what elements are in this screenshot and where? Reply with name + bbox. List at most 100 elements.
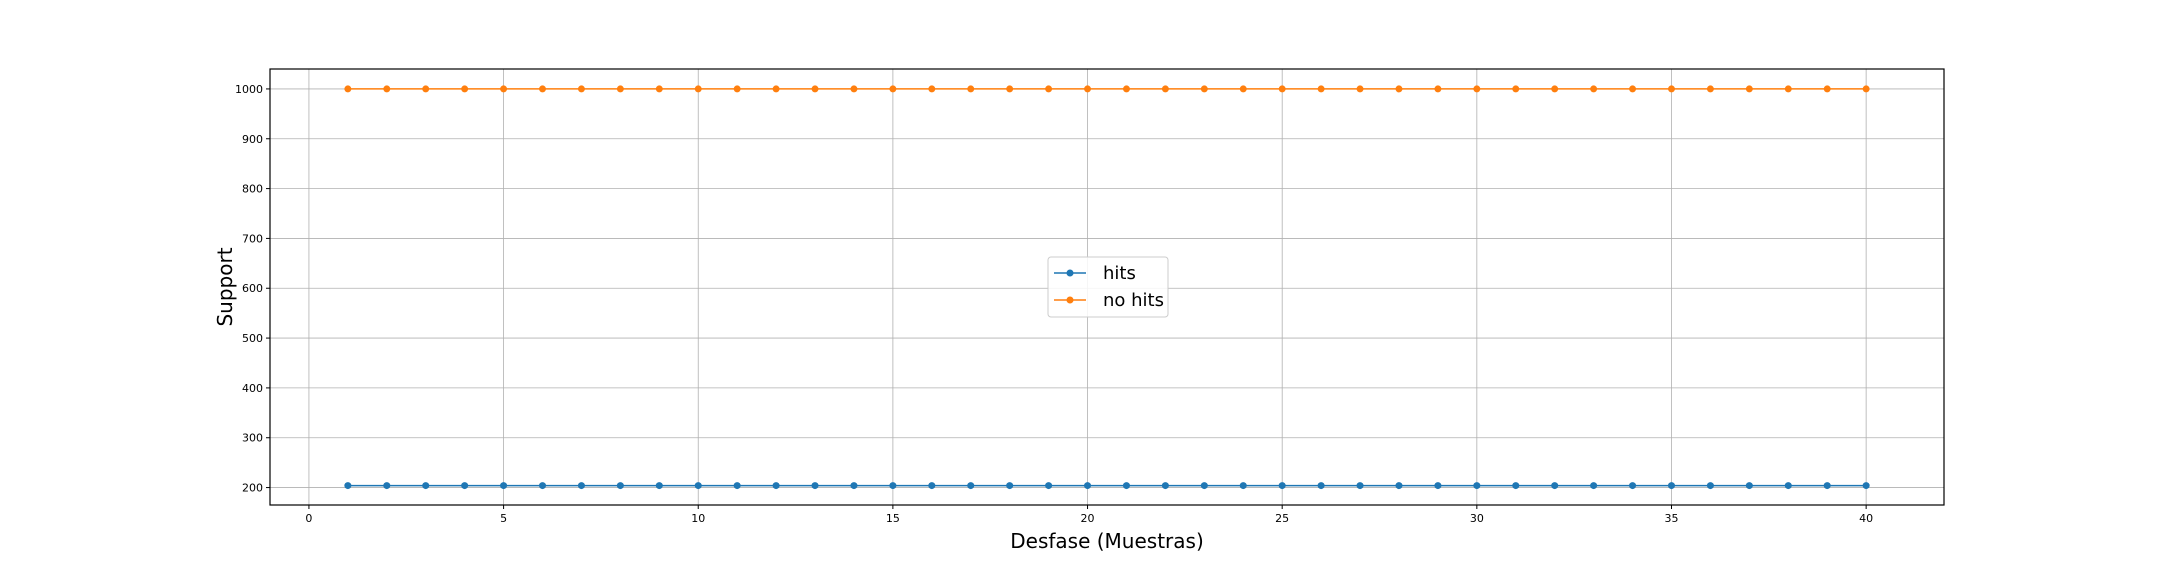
data-point	[967, 482, 975, 490]
data-point	[1084, 482, 1092, 490]
data-point	[422, 85, 430, 93]
x-tick-label: 10	[691, 512, 705, 525]
data-point	[928, 482, 936, 490]
data-point	[1823, 482, 1831, 490]
x-tick-label: 25	[1275, 512, 1289, 525]
data-point	[967, 85, 975, 93]
y-axis-ticks: 200 300 400 500 600 700 800 900 1000	[235, 83, 270, 495]
data-point	[422, 482, 430, 490]
data-point	[616, 482, 624, 490]
data-point	[383, 482, 391, 490]
data-point	[1706, 482, 1714, 490]
data-point	[850, 482, 858, 490]
legend-label: hits	[1103, 263, 1136, 284]
y-tick-label: 800	[242, 183, 263, 196]
y-tick-label: 1000	[235, 83, 263, 96]
x-tick-label: 5	[500, 512, 507, 525]
data-point	[461, 482, 469, 490]
data-point	[1629, 85, 1637, 93]
data-point	[1473, 482, 1481, 490]
data-point	[500, 85, 508, 93]
data-point	[1473, 85, 1481, 93]
data-point	[1667, 482, 1675, 490]
x-tick-label: 0	[305, 512, 312, 525]
legend: hits no hits	[1047, 256, 1169, 318]
y-tick-label: 600	[242, 282, 263, 295]
data-point	[733, 482, 741, 490]
data-point	[1434, 85, 1442, 93]
data-point	[1395, 482, 1403, 490]
y-tick-label: 500	[242, 332, 263, 345]
data-point	[461, 85, 469, 93]
data-point	[1122, 85, 1130, 93]
x-axis-label: Desfase (Muestras)	[1010, 529, 1204, 553]
data-point	[1317, 482, 1325, 490]
data-point	[539, 482, 547, 490]
x-tick-label: 15	[886, 512, 900, 525]
data-point	[811, 85, 819, 93]
data-point	[1161, 482, 1169, 490]
data-point	[1045, 482, 1053, 490]
data-point	[344, 482, 352, 490]
data-point	[1629, 482, 1637, 490]
x-tick-label: 35	[1664, 512, 1678, 525]
data-point	[1862, 482, 1870, 490]
data-point	[1200, 482, 1208, 490]
y-axis-label: Support	[213, 247, 237, 326]
data-point	[889, 85, 897, 93]
data-point	[577, 482, 585, 490]
data-point	[539, 85, 547, 93]
x-tick-label: 20	[1081, 512, 1095, 525]
data-point	[1161, 85, 1169, 93]
data-point	[616, 85, 624, 93]
data-point	[1551, 482, 1559, 490]
data-point	[655, 85, 663, 93]
data-point	[1512, 482, 1520, 490]
plot-frame	[269, 68, 1945, 506]
data-point	[850, 85, 858, 93]
data-point	[1784, 85, 1792, 93]
data-point	[1084, 85, 1092, 93]
data-point	[577, 85, 585, 93]
data-point	[1278, 85, 1286, 93]
x-tick-label: 40	[1859, 512, 1873, 525]
data-point	[1006, 85, 1014, 93]
data-point	[1317, 85, 1325, 93]
legend-label: no hits	[1103, 290, 1164, 311]
data-point	[694, 85, 702, 93]
x-tick-label: 30	[1470, 512, 1484, 525]
data-point	[1200, 85, 1208, 93]
data-point	[1784, 482, 1792, 490]
x-axis-ticks: 0 5 10 15 20 25 30 35 40	[305, 505, 1873, 525]
data-point	[1006, 482, 1014, 490]
data-point	[1745, 85, 1753, 93]
data-point	[383, 85, 391, 93]
data-point	[733, 85, 741, 93]
data-point	[344, 85, 352, 93]
legend-marker	[1066, 296, 1074, 304]
data-point	[1395, 85, 1403, 93]
y-tick-label: 200	[242, 482, 263, 495]
data-point	[928, 85, 936, 93]
data-point	[1239, 85, 1247, 93]
data-point	[772, 482, 780, 490]
data-point	[1823, 85, 1831, 93]
data-point	[694, 482, 702, 490]
data-point	[1045, 85, 1053, 93]
data-point	[1745, 482, 1753, 490]
data-point	[1512, 85, 1520, 93]
data-point	[889, 482, 897, 490]
data-point	[1551, 85, 1559, 93]
data-point	[811, 482, 819, 490]
data-point	[772, 85, 780, 93]
data-point	[1590, 85, 1598, 93]
data-point	[1278, 482, 1286, 490]
data-point	[1356, 85, 1364, 93]
legend-marker	[1066, 269, 1074, 277]
y-tick-label: 300	[242, 432, 263, 445]
data-point	[1706, 85, 1714, 93]
data-point	[655, 482, 663, 490]
y-tick-label: 900	[242, 133, 263, 146]
data-point	[500, 482, 508, 490]
